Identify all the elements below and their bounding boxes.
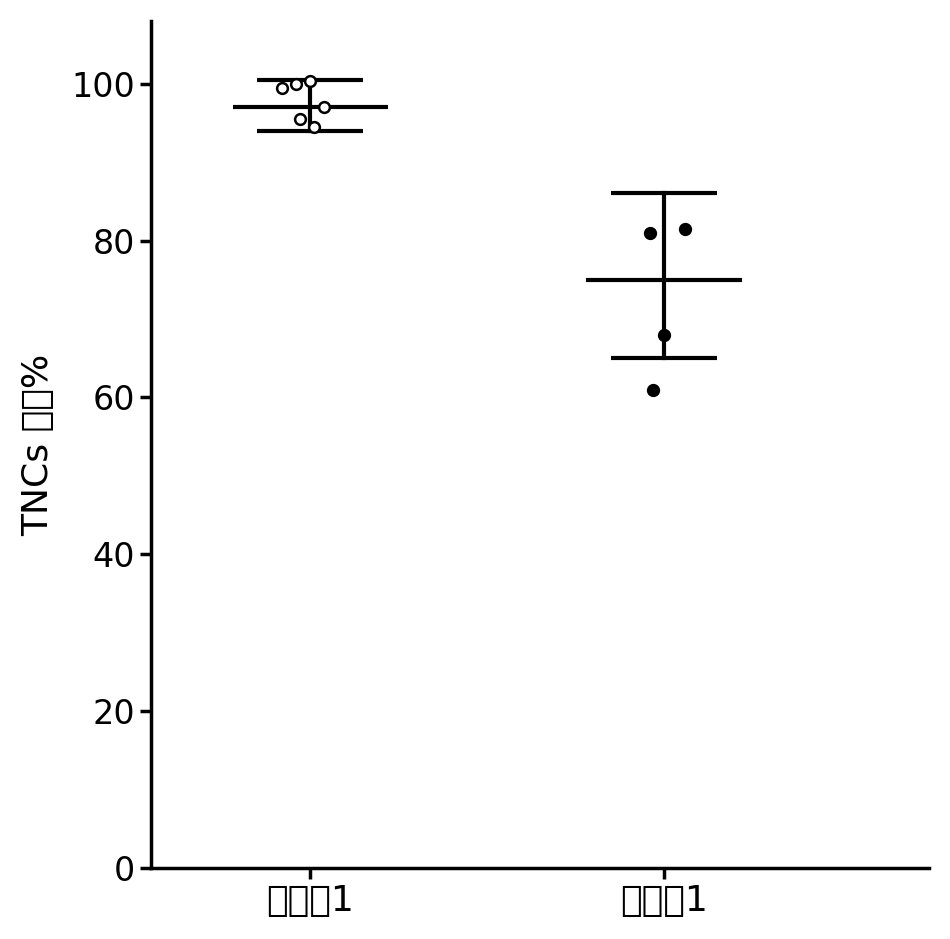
Point bbox=[306, 119, 321, 134]
Y-axis label: TNCs 得率%: TNCs 得率% bbox=[21, 353, 55, 535]
Point bbox=[275, 80, 290, 95]
Point bbox=[303, 74, 318, 89]
Point bbox=[646, 382, 661, 397]
Point bbox=[317, 100, 332, 115]
Point bbox=[677, 222, 693, 237]
Point bbox=[289, 76, 304, 91]
Point bbox=[293, 112, 308, 127]
Point bbox=[642, 225, 657, 240]
Point bbox=[656, 327, 672, 342]
